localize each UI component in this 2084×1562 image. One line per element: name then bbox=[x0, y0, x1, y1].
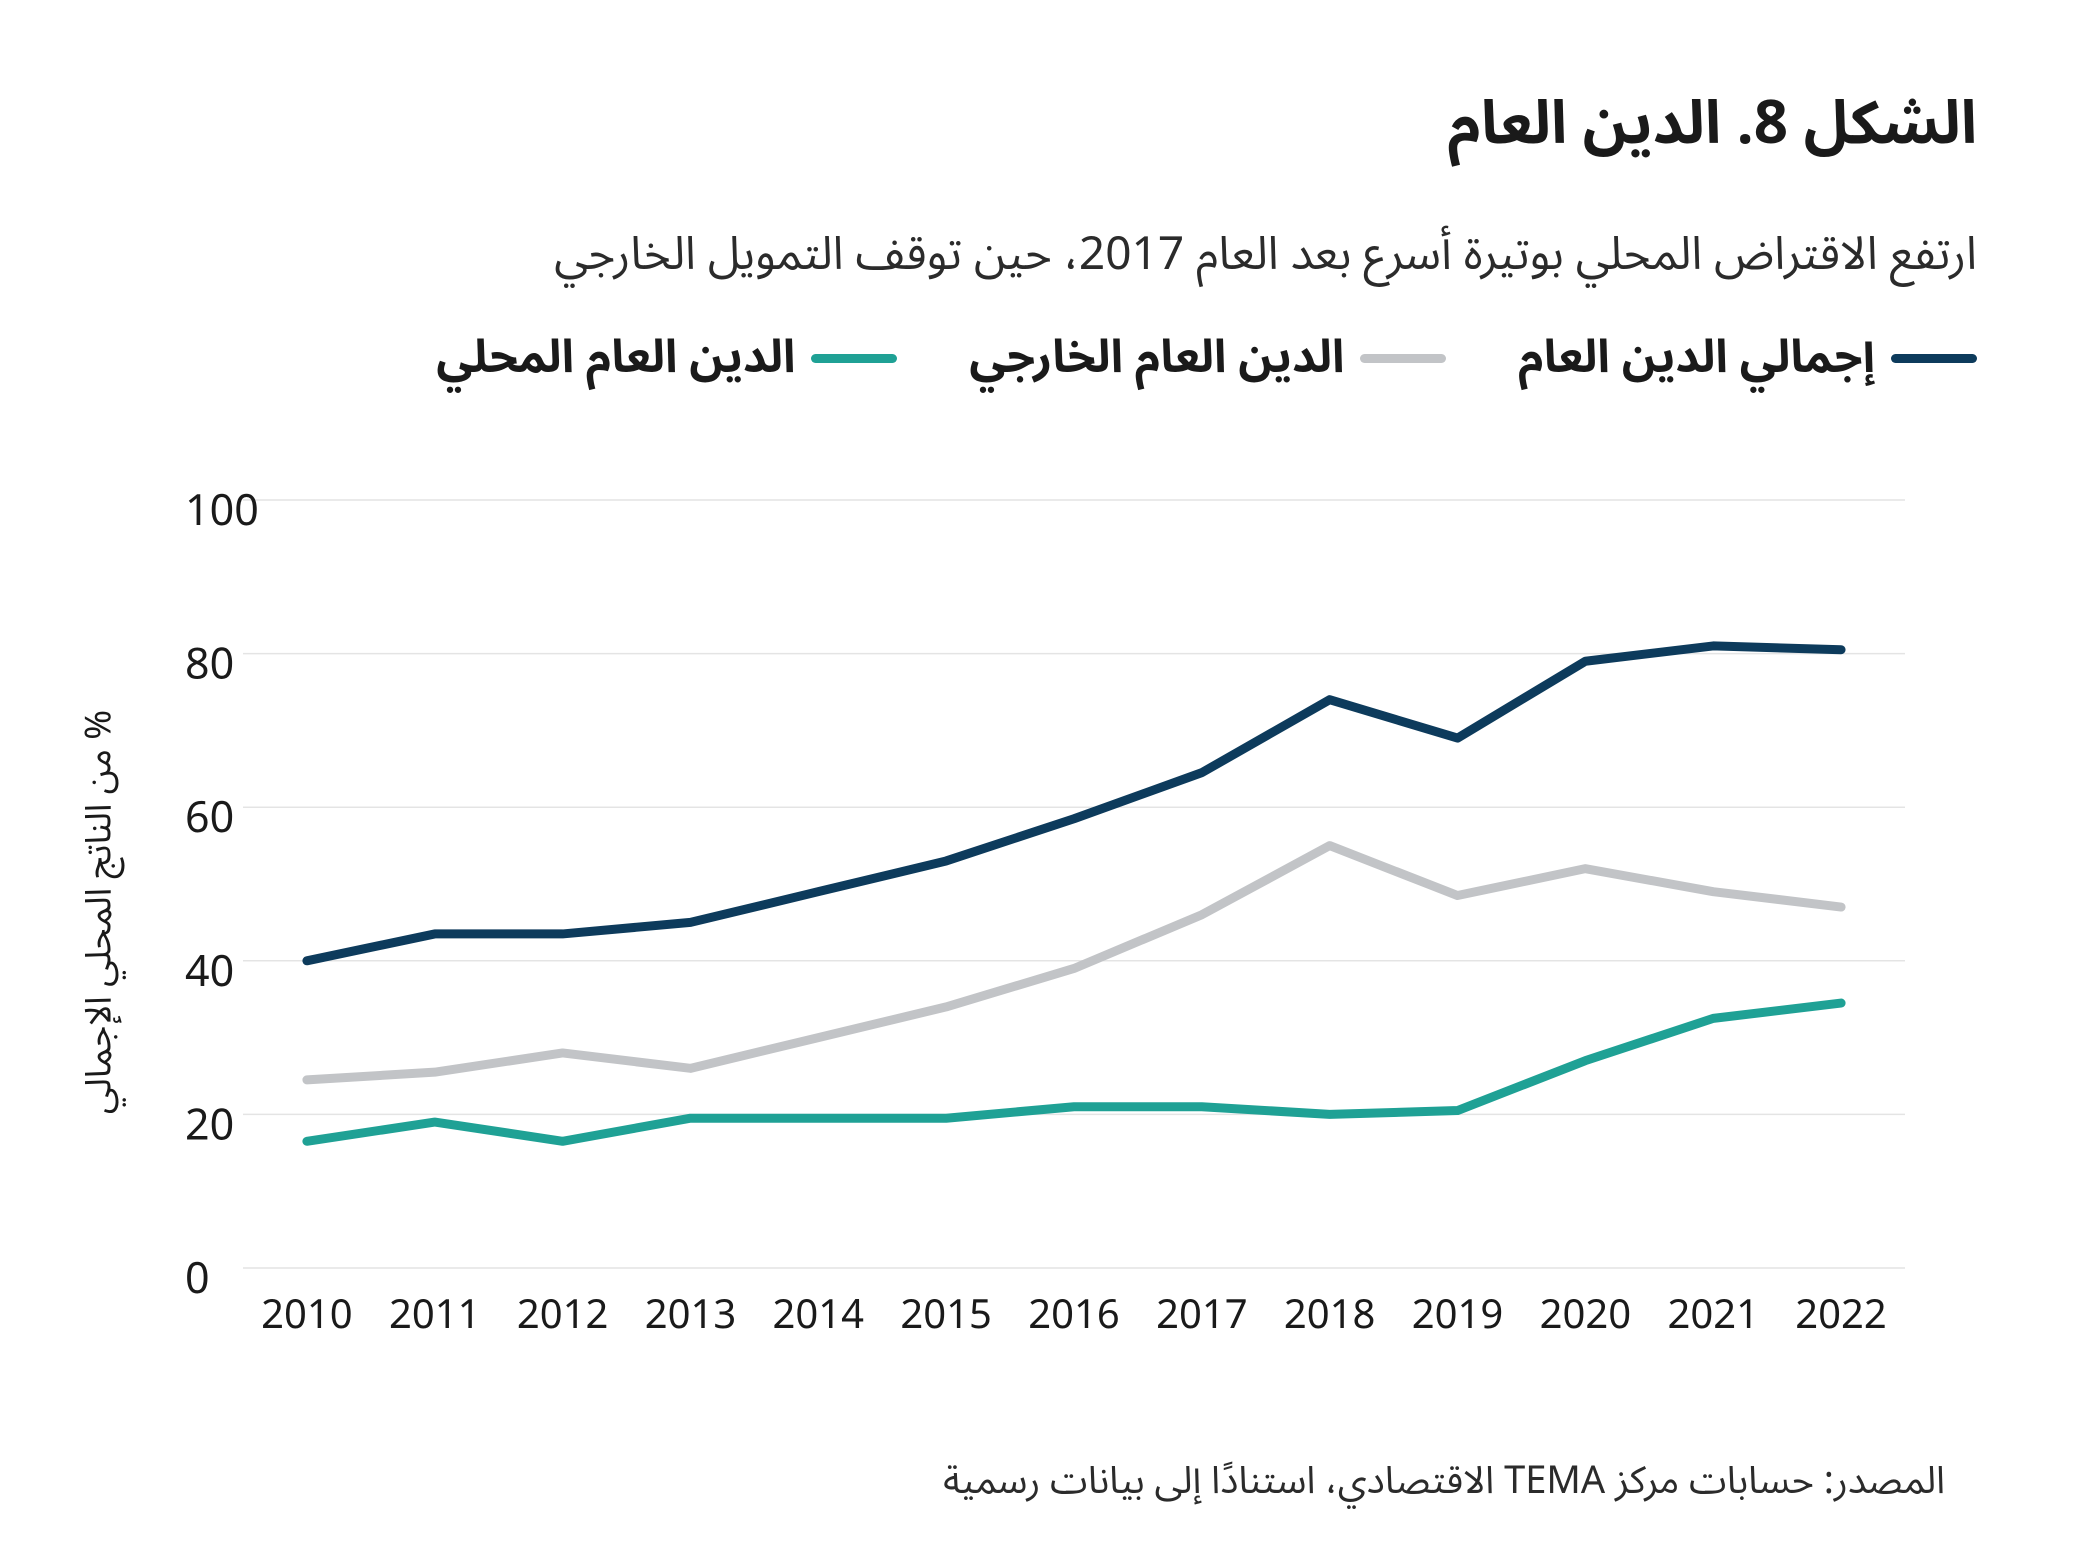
svg-text:0: 0 bbox=[185, 1234, 210, 1325]
svg-text:2018: 2018 bbox=[1284, 1273, 1376, 1358]
svg-text:100: 100 bbox=[185, 466, 259, 557]
svg-text:2012: 2012 bbox=[517, 1273, 609, 1358]
svg-text:2021: 2021 bbox=[1667, 1273, 1759, 1358]
svg-text:2011: 2011 bbox=[389, 1273, 481, 1358]
svg-text:2020: 2020 bbox=[1540, 1273, 1632, 1358]
svg-text:2022: 2022 bbox=[1795, 1273, 1887, 1358]
svg-text:60: 60 bbox=[185, 773, 234, 864]
svg-text:40: 40 bbox=[185, 927, 234, 1018]
svg-text:2019: 2019 bbox=[1412, 1273, 1504, 1358]
svg-text:2017: 2017 bbox=[1156, 1273, 1248, 1358]
svg-text:2010: 2010 bbox=[261, 1273, 353, 1358]
svg-text:2016: 2016 bbox=[1028, 1273, 1120, 1358]
svg-text:2014: 2014 bbox=[773, 1273, 865, 1358]
svg-text:2013: 2013 bbox=[645, 1273, 737, 1358]
svg-text:80: 80 bbox=[185, 620, 234, 711]
svg-text:2015: 2015 bbox=[900, 1273, 992, 1358]
svg-text:20: 20 bbox=[185, 1080, 234, 1171]
